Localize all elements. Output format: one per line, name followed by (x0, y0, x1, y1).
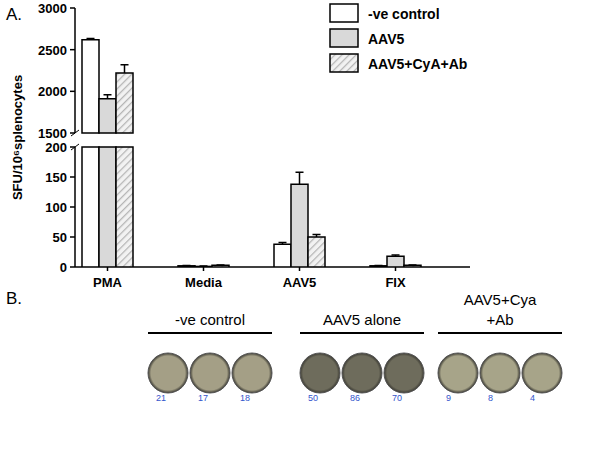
axis-break (71, 130, 79, 136)
y-tick-label: 2000 (38, 84, 67, 99)
x-tick-label: AAV5 (283, 275, 317, 290)
error-bar (409, 264, 417, 266)
x-tick (107, 267, 109, 271)
error-bar (104, 95, 112, 99)
panel-label: B. (6, 289, 22, 308)
bar (274, 244, 291, 267)
bar (308, 237, 325, 267)
y-axis-label: SFU/10⁶splenocytes (10, 75, 25, 200)
spot-count: 21 (156, 393, 166, 403)
legend-label: AAV5+CyA+Ab (368, 56, 467, 72)
well (148, 353, 188, 393)
spot-count: 8 (488, 393, 493, 403)
x-tick-label: PMA (93, 275, 123, 290)
figure: A. SFU/10⁶splenocytes 0 50 100 150 2001500 2000… (0, 0, 604, 456)
legend-label: AAV5 (368, 31, 405, 47)
x-tick-label: Media (185, 275, 223, 290)
bar (212, 265, 229, 267)
y-tick-label: 1500 (38, 126, 67, 141)
y-tick-label: 50 (53, 230, 67, 245)
spot-count: 17 (198, 393, 208, 403)
well (342, 353, 382, 393)
well (384, 353, 424, 393)
y-tick (70, 132, 75, 134)
well (232, 353, 272, 393)
group-underline (148, 332, 272, 334)
spot-count: 18 (240, 393, 250, 403)
y-axis-upper (74, 8, 76, 133)
group-underline (438, 332, 562, 334)
legend-swatch (330, 29, 358, 47)
y-tick (70, 49, 75, 51)
bar (82, 40, 99, 267)
legend-label: -ve control (368, 6, 440, 22)
error-bar (392, 255, 400, 256)
bar (387, 256, 404, 267)
spot-count: 50 (308, 393, 318, 403)
bar (291, 184, 308, 267)
bar (370, 266, 387, 267)
error-bar (217, 264, 225, 266)
legend-swatch (330, 54, 358, 72)
x-tick (299, 267, 301, 271)
y-tick (70, 266, 75, 268)
bar (99, 99, 116, 267)
well (438, 353, 478, 393)
x-tick (395, 267, 397, 271)
y-tick-label: 2500 (38, 43, 67, 58)
x-tick-label: FIX (385, 275, 406, 290)
bar (116, 73, 133, 267)
axis-break (71, 144, 79, 150)
bar (178, 266, 195, 267)
error-bar (87, 38, 95, 39)
y-tick (70, 236, 75, 238)
group-label: AAV5 alone (323, 311, 401, 328)
y-tick (70, 7, 75, 9)
y-tick (70, 176, 75, 178)
well (480, 353, 520, 393)
group-underline (300, 332, 424, 334)
error-bar (183, 265, 191, 267)
bar (195, 266, 212, 267)
group-label: AAV5+Cya (464, 291, 537, 308)
y-tick-label: 3000 (38, 1, 67, 16)
bars (82, 40, 421, 267)
y-tick (70, 206, 75, 208)
well (522, 353, 562, 393)
y-tick (70, 91, 75, 93)
well (300, 353, 340, 393)
panel-label: A. (6, 5, 22, 24)
error-bar (279, 242, 287, 244)
error-bars (87, 38, 417, 266)
y-tick-label: 200 (45, 140, 67, 155)
y-tick-label: 0 (60, 260, 67, 275)
y-tick-label: 100 (45, 200, 67, 215)
spot-count: 4 (530, 393, 535, 403)
y-tick (70, 146, 75, 148)
error-bar (200, 265, 208, 267)
spot-count: 70 (392, 393, 402, 403)
error-bar (121, 65, 129, 73)
error-bar (313, 235, 321, 237)
error-bar (375, 265, 383, 267)
well (190, 353, 230, 393)
legend-swatch (330, 4, 358, 22)
spot-count: 86 (350, 393, 360, 403)
y-tick-label: 150 (45, 170, 67, 185)
bar (404, 265, 421, 267)
x-tick (203, 267, 205, 271)
group-label: -ve control (175, 311, 245, 328)
spot-count: 9 (446, 393, 451, 403)
error-bar (296, 172, 304, 184)
group-label: +Ab (486, 311, 513, 328)
